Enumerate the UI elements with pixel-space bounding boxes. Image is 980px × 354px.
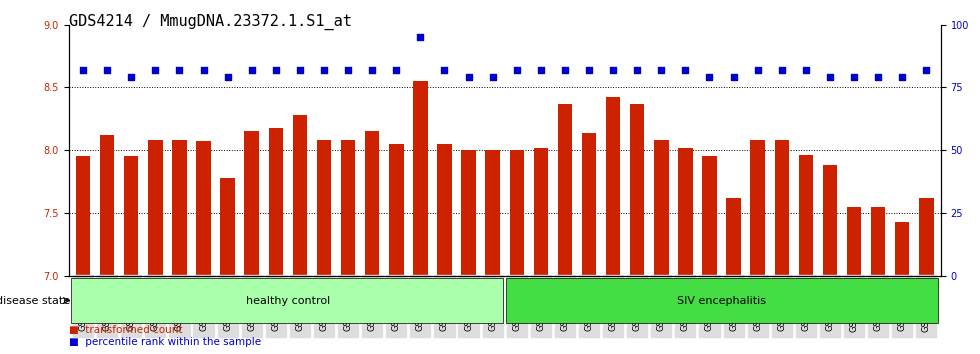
Bar [895,222,909,275]
Point [702,75,717,80]
Point [220,75,235,80]
Point [846,75,861,80]
Bar [726,198,741,275]
Bar [919,198,934,275]
Bar [823,165,837,275]
Point [75,67,91,73]
Bar [462,150,475,275]
Bar [678,148,693,275]
Bar [606,97,620,275]
Point [413,34,428,40]
Bar [751,140,765,275]
Point [461,75,476,80]
Point [99,67,115,73]
Point [340,67,356,73]
Point [895,75,910,80]
Bar [774,140,789,275]
Bar [437,144,452,275]
Point [581,67,597,73]
Bar [293,115,307,275]
Point [485,75,501,80]
Bar [148,140,163,275]
Point [677,67,693,73]
Bar [630,104,645,275]
Bar [172,140,186,275]
Point [606,67,621,73]
Point [654,67,669,73]
Bar [365,131,379,275]
Bar [558,104,572,275]
Bar [414,81,427,275]
Bar [244,131,259,275]
Point [509,67,524,73]
FancyBboxPatch shape [71,278,504,323]
Bar [317,140,331,275]
Bar [799,155,813,275]
FancyBboxPatch shape [506,278,939,323]
Point [750,67,765,73]
Point [317,67,332,73]
Bar [871,207,885,275]
Point [292,67,308,73]
Point [798,67,813,73]
Point [629,67,645,73]
Point [268,67,283,73]
Text: ■  percentile rank within the sample: ■ percentile rank within the sample [69,337,261,347]
Bar [654,140,668,275]
Text: GDS4214 / MmugDNA.23372.1.S1_at: GDS4214 / MmugDNA.23372.1.S1_at [69,14,352,30]
Point [388,67,404,73]
Point [244,67,260,73]
Bar [100,135,115,275]
Point [365,67,380,73]
Bar [582,133,596,275]
Bar [341,140,356,275]
Bar [269,127,283,275]
Text: disease state: disease state [0,296,70,306]
Point [123,75,139,80]
Point [726,75,742,80]
Point [822,75,838,80]
Bar [196,141,211,275]
Bar [389,144,404,275]
Bar [847,207,861,275]
Point [774,67,790,73]
Bar [703,156,716,275]
Point [557,67,572,73]
Point [196,67,212,73]
Text: SIV encephalitis: SIV encephalitis [677,296,766,306]
Point [172,67,187,73]
Bar [534,148,548,275]
Point [148,67,164,73]
Text: healthy control: healthy control [246,296,330,306]
Point [437,67,453,73]
Point [918,67,934,73]
Bar [75,156,90,275]
Point [533,67,549,73]
Bar [510,150,524,275]
Bar [124,156,138,275]
Bar [485,150,500,275]
Text: ■  transformed count: ■ transformed count [69,325,182,335]
Bar [220,178,235,275]
Point [870,75,886,80]
